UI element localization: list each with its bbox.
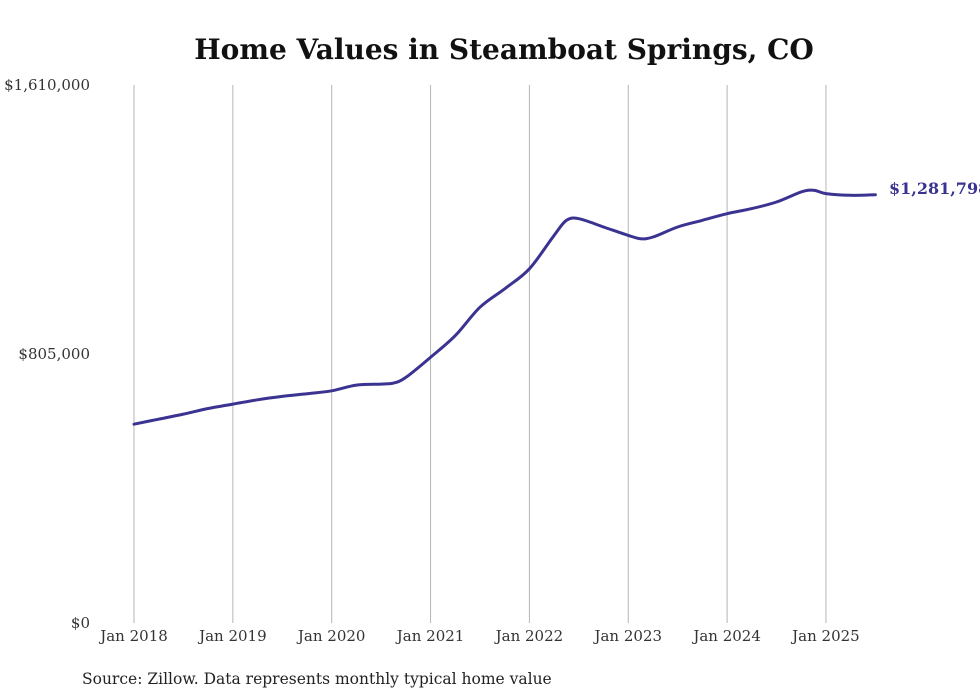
x-tick-label: Jan 2020 [296, 627, 366, 645]
source-note: Source: Zillow. Data represents monthly … [82, 670, 552, 688]
chart-title: Home Values in Steamboat Springs, CO [194, 33, 814, 66]
x-tick-label: Jan 2023 [592, 627, 662, 645]
x-tick-label: Jan 2022 [494, 627, 564, 645]
series-layer [132, 188, 877, 426]
x-tick-label: Jan 2024 [691, 627, 761, 645]
x-tick-label: Jan 2018 [98, 627, 168, 645]
y-tick-label: $805,000 [18, 345, 90, 363]
y-tick-label: $0 [71, 614, 90, 632]
end-value-label: $1,281,798 [889, 179, 980, 198]
x-axis: Jan 2018 Jan 2019 Jan 2020 Jan 2021 Jan 2022… [98, 627, 860, 645]
y-axis: $0 $805,000 $1,610,000 [4, 76, 90, 632]
x-tick-label: Jan 2019 [197, 627, 267, 645]
x-tick-label: Jan 2021 [395, 627, 465, 645]
grid-lines [133, 85, 827, 623]
series-line [132, 188, 877, 426]
x-tick-label: Jan 2025 [790, 627, 860, 645]
y-tick-label: $1,610,000 [4, 76, 90, 94]
